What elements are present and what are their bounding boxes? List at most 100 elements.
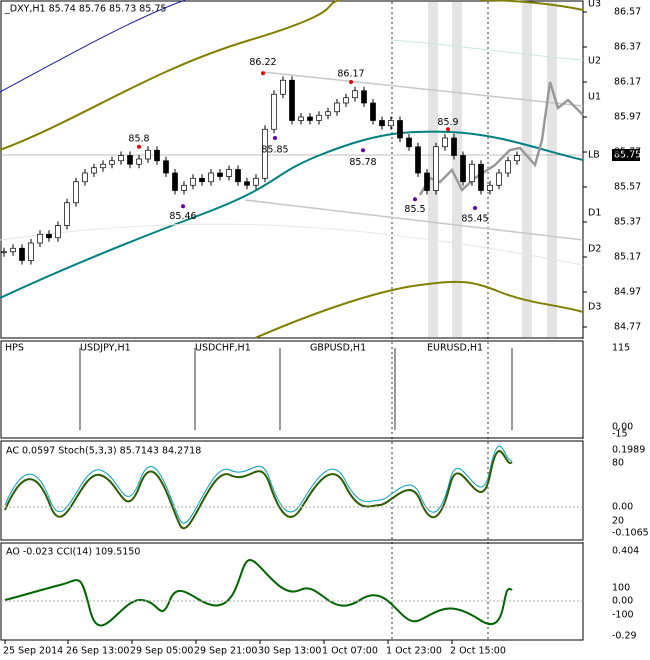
candle: [406, 137, 412, 148]
candle: [343, 97, 349, 104]
swing-label: 86.17: [337, 69, 364, 80]
candle: [109, 160, 115, 165]
candle: [244, 181, 250, 186]
candle: [19, 247, 25, 261]
time-label: 26 Sep 13:00: [66, 646, 129, 657]
candle: [37, 233, 43, 244]
pane-label: AC 0.0597 Stoch(5,3,3) 85.7143 84.2718: [6, 446, 201, 457]
price-tick-label: 85.37: [614, 217, 641, 228]
candle: [145, 149, 151, 160]
time-label: 1 Oct 07:00: [322, 646, 378, 657]
candle: [226, 169, 232, 177]
pane-axis-label: 0.00: [612, 596, 633, 607]
candle: [64, 202, 70, 226]
candle: [307, 116, 313, 121]
candle: [325, 111, 331, 116]
candle: [505, 160, 511, 174]
pane-axis-label: 20: [612, 516, 624, 527]
candle: [100, 163, 106, 169]
price-tick-label: 85.77: [614, 147, 641, 158]
candle: [298, 116, 304, 121]
pane-axis-label: -0.29: [612, 631, 637, 642]
candle: [451, 137, 457, 156]
candle: [163, 160, 169, 174]
candle: [55, 225, 61, 239]
candle: [91, 167, 97, 174]
candle: [478, 163, 484, 191]
pane-2: [0, 340, 584, 439]
candle: [271, 93, 277, 130]
level-label: D3: [588, 302, 601, 313]
swing-marker: [446, 127, 450, 132]
candle: [82, 172, 88, 183]
pane-axis-label: 80: [612, 458, 624, 469]
candle: [379, 120, 385, 127]
price-tick-label: 84.77: [614, 322, 641, 333]
candle: [235, 169, 241, 183]
candle: [397, 120, 403, 139]
level-label: U2: [588, 56, 601, 67]
pane-axis-label: 0.00: [612, 422, 633, 433]
shaded-columns: [428, 2, 557, 337]
candle: [388, 120, 394, 127]
pane-axis-label: 100: [612, 583, 630, 594]
candle: [172, 172, 178, 191]
swing-marker: [137, 144, 141, 149]
candle: [136, 158, 142, 165]
candle: [496, 172, 502, 186]
price-tick-label: 85.57: [614, 182, 641, 193]
pane-3: [0, 440, 584, 541]
swing-marker: [181, 204, 185, 209]
pane-axis-label: -15: [612, 429, 628, 440]
swing-label: 85.85: [261, 145, 288, 156]
pane-axis-label: -100: [612, 610, 634, 621]
candle: [253, 177, 259, 186]
candle: [118, 155, 124, 162]
candle: [334, 102, 340, 113]
pane-4: [0, 542, 584, 641]
swing-marker: [361, 148, 365, 153]
swing-label: 86.22: [249, 57, 276, 68]
swing-marker: [273, 136, 277, 140]
bands: [0, 0, 584, 339]
candle: [469, 163, 475, 183]
candle: [415, 146, 421, 174]
pane-axis-label: 0.00: [612, 502, 633, 513]
swing-label: 85.9: [437, 117, 458, 128]
pane-label: HPS: [5, 343, 24, 354]
time-label: 29 Sep 21:00: [194, 646, 257, 657]
candle: [289, 79, 295, 121]
candle: [316, 114, 322, 121]
candle: [127, 155, 133, 165]
candle: [352, 90, 358, 99]
swing-marker: [349, 80, 353, 84]
candle: [487, 184, 493, 191]
level-label: U1: [588, 92, 601, 103]
candle: [181, 184, 187, 191]
swing-marker: [261, 71, 265, 76]
pane-label: GBPUSD,H1: [310, 343, 366, 354]
pane-label: USDCHF,H1: [195, 343, 251, 354]
time-label: 29 Sep 05:00: [130, 646, 193, 657]
level-label: LB: [588, 150, 600, 161]
time-label: 30 Sep 13:00: [258, 646, 321, 657]
indicator-lines: [4, 445, 513, 627]
time-label: 1 Oct 23:00: [386, 646, 442, 657]
candle: [208, 172, 214, 183]
candle: [190, 177, 196, 186]
time-label: 25 Sep 2014: [3, 646, 63, 657]
price-tick-label: 85.17: [614, 252, 641, 263]
period-separators: [391, 2, 584, 640]
candle: [217, 172, 223, 177]
price-tick-label: 86.57: [614, 7, 641, 18]
candle: [28, 242, 34, 261]
candle: [433, 146, 439, 191]
candle: [280, 79, 286, 95]
price-tick-label: 86.37: [614, 42, 641, 53]
candle: [1, 251, 7, 254]
current-price: 85.75: [614, 150, 641, 161]
level-label: U3: [588, 0, 601, 10]
candle: [361, 90, 367, 104]
